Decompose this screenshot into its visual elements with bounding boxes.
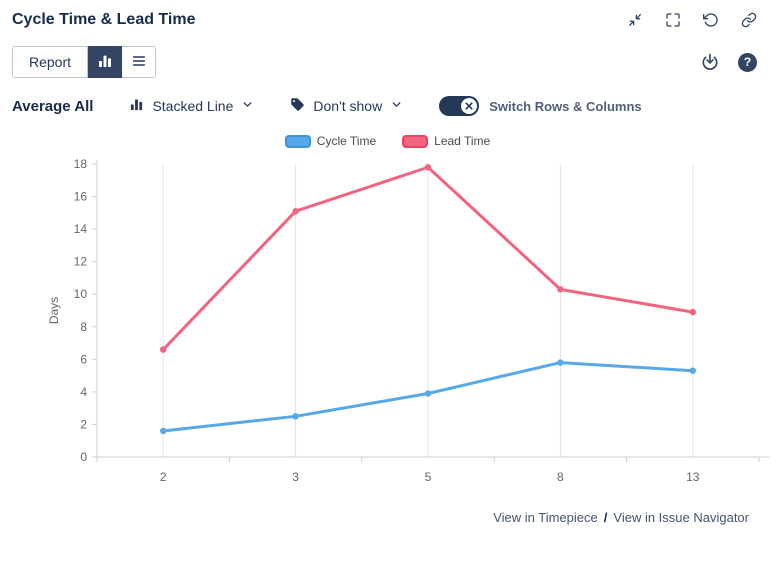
estimation-value: Don't show: [313, 98, 383, 114]
svg-text:12: 12: [74, 255, 88, 269]
svg-text:8: 8: [80, 320, 87, 334]
chart-type-value: Stacked Line: [152, 98, 234, 114]
export-button[interactable]: [698, 50, 722, 74]
svg-text:0: 0: [80, 450, 87, 464]
svg-text:10: 10: [74, 287, 88, 301]
link-icon: [741, 12, 757, 28]
fullscreen-button[interactable]: [663, 10, 683, 30]
footer-links: View in Timepiece / View in Issue Naviga…: [12, 502, 763, 525]
legend-item-lead-time[interactable]: Lead Time: [402, 134, 490, 148]
bar-chart-icon: [97, 53, 113, 72]
svg-text:8: 8: [557, 470, 564, 484]
svg-text:5: 5: [425, 470, 432, 484]
fullscreen-icon: [665, 12, 681, 28]
svg-text:Days: Days: [47, 297, 61, 324]
chevron-down-icon: [241, 98, 254, 114]
chart-controls: Average All Stacked Line Don't show: [12, 96, 763, 116]
header-actions: [625, 10, 763, 30]
legend-label: Lead Time: [434, 134, 491, 148]
report-button[interactable]: Report: [12, 46, 89, 78]
estimation-dropdown[interactable]: Don't show: [290, 97, 403, 115]
chart-view-button[interactable]: [88, 46, 123, 78]
toolbar: Report ?: [12, 46, 763, 78]
toggle-knob: [461, 98, 478, 114]
legend-item-cycle-time[interactable]: Cycle Time: [284, 134, 377, 148]
question-mark-icon: ?: [743, 55, 752, 69]
toolbar-actions: ?: [698, 50, 763, 74]
svg-text:4: 4: [80, 385, 87, 399]
page-title: Cycle Time & Lead Time: [12, 11, 196, 28]
svg-text:2: 2: [160, 470, 167, 484]
chart-type-dropdown[interactable]: Stacked Line: [129, 97, 254, 115]
svg-text:14: 14: [74, 222, 88, 236]
collapse-button[interactable]: [625, 10, 645, 30]
download-icon: [700, 52, 720, 72]
svg-text:3: 3: [292, 470, 299, 484]
legend-label: Cycle Time: [316, 134, 377, 148]
legend-swatch: [284, 134, 311, 148]
chart-legend: Cycle Time Lead Time: [12, 130, 763, 152]
tag-icon: [290, 97, 305, 115]
collapse-icon: [627, 12, 643, 28]
refresh-button[interactable]: [701, 10, 721, 30]
svg-text:13: 13: [686, 470, 700, 484]
help-button[interactable]: ?: [738, 52, 757, 72]
view-in-timepiece-link[interactable]: View in Timepiece: [493, 510, 598, 525]
refresh-icon: [703, 12, 719, 28]
legend-swatch: [402, 134, 429, 148]
header: Cycle Time & Lead Time: [12, 10, 763, 30]
report-panel: Cycle Time & Lead Time: [12, 10, 769, 525]
svg-text:18: 18: [74, 157, 88, 171]
svg-text:16: 16: [74, 190, 88, 204]
chevron-down-icon: [390, 98, 403, 114]
switch-rows-columns-toggle[interactable]: [439, 96, 480, 116]
line-chart-canvas: 0 2 4 6 8 10 12 14 16 18 2 3 5 8 13 Days: [47, 157, 769, 484]
average-all-label: Average All: [12, 97, 94, 115]
switch-rows-columns-label: Switch Rows & Columns: [489, 98, 642, 114]
svg-text:6: 6: [80, 352, 87, 366]
footer-separator: /: [603, 510, 608, 525]
svg-text:2: 2: [80, 417, 87, 431]
link-button[interactable]: [739, 10, 759, 30]
view-in-issue-navigator-link[interactable]: View in Issue Navigator: [613, 510, 749, 525]
view-mode-group: Report: [12, 46, 157, 78]
chart: Cycle Time Lead Time 0 2 4 6 8 10 12 14 16 18 2 3 5 8 1…: [12, 130, 769, 502]
hamburger-icon: [131, 53, 147, 72]
list-view-button[interactable]: [122, 46, 157, 78]
chart-type-icon: [129, 97, 144, 115]
